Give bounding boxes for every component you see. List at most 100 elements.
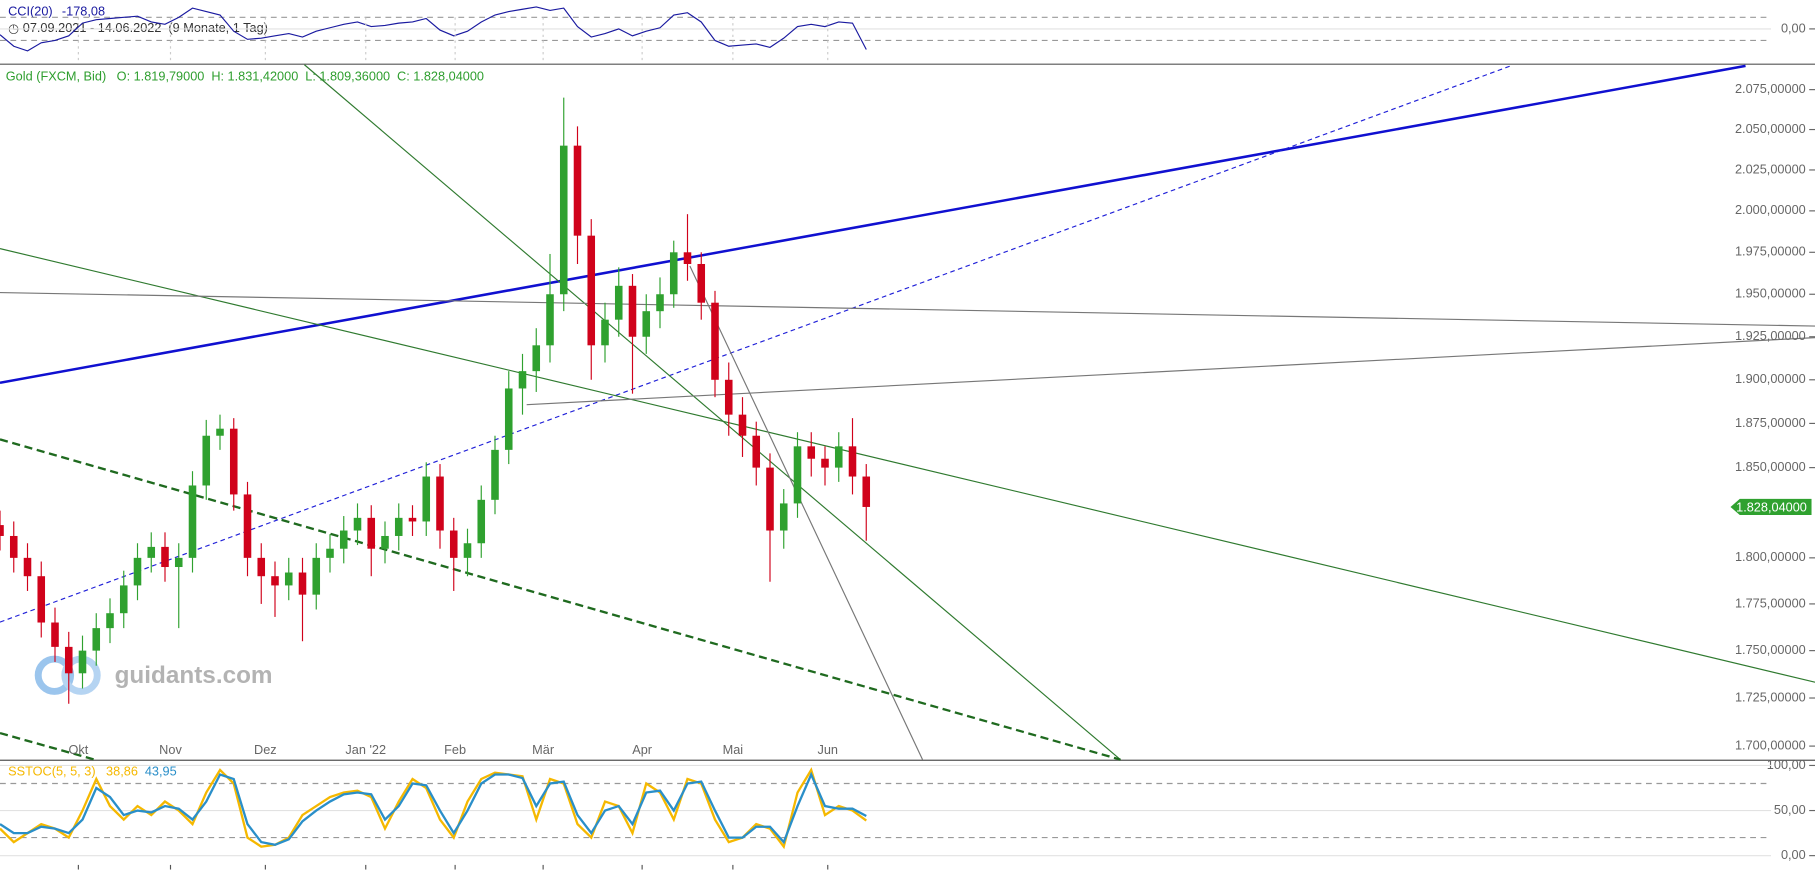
candle-body [642,311,651,337]
candle [711,290,719,398]
candle [601,302,609,363]
candle [0,510,4,551]
candle-body [64,646,73,674]
candle [367,505,376,577]
candle [326,534,334,573]
candle-body [821,458,829,468]
drawings [0,64,1815,761]
candle-body [326,548,334,558]
trend-line [0,438,1121,761]
ohlc-name: H: [211,69,224,84]
candle [807,432,816,477]
candle [188,471,197,573]
candle-body [477,499,486,544]
candle [642,294,651,354]
candle [573,126,582,264]
candle [106,598,114,644]
candle [161,532,169,582]
candle-body [257,557,266,577]
y-tick-label: 2.075,00000 [1735,81,1806,96]
candle-body [9,535,18,558]
candle [559,97,568,312]
y-tick-label: 1.800,00000 [1735,549,1806,564]
y-tick-label: 2.050,00000 [1735,121,1806,136]
candle-body [51,622,59,647]
candle [491,435,499,515]
indicator-value: -178,08 [62,4,105,19]
candle [628,274,637,394]
candle-body [339,530,348,549]
x-tick-label: Mär [532,742,555,757]
candle-body [436,476,444,531]
candle [766,453,774,582]
candle-body [119,585,128,614]
candle-body [106,613,114,629]
x-tick-label: Nov [159,742,182,757]
y-tick-label: 2.025,00000 [1735,161,1806,176]
y-tick-label: 100,00 [1767,757,1806,772]
candle [546,253,554,363]
price-header: Gold (FXCM, Bid) O: 1.819,79000 H: 1.831,42… [6,69,484,84]
candle [724,362,733,436]
y-tick-label: 1.725,00000 [1735,689,1806,704]
candle-body [711,302,719,380]
indicator-line [0,771,867,846]
candle [339,516,348,564]
candle [147,532,156,573]
candle [669,240,678,308]
candle [78,635,87,689]
candle [477,485,486,558]
range: 07.09.2021 - 14.06.2022 [23,20,162,35]
x-tick-label: Jan '22 [345,742,386,757]
candle-body [614,285,623,320]
candle-body [92,628,101,651]
y-tick-label: 0,00 [1781,20,1806,35]
indicator-name: SSTOC(5, 5, 3) [8,764,95,779]
candle-body [559,145,568,295]
candle [119,570,128,629]
candle [51,607,59,662]
candle-body [243,494,252,558]
candle [587,219,596,380]
candle-body [724,379,733,415]
candle-body [601,319,609,346]
candle-body [848,446,857,477]
candle-body [353,517,362,531]
y-tick-label: 50,00 [1774,802,1806,817]
candle [793,432,802,518]
candle-body [271,576,279,586]
candle [284,557,293,601]
ohlc-value: 1.828,04000 [413,69,484,84]
y-tick-label: 1.900,00000 [1735,371,1806,386]
candle [422,462,431,536]
candle [92,613,101,666]
candle-body [188,485,197,558]
candle-body [133,557,142,586]
candle-body [298,572,307,595]
candle-body [23,557,32,577]
candle [229,418,238,511]
candle [862,464,871,541]
trend-line [0,64,1746,384]
y-tick-label: 1.775,00000 [1735,595,1806,610]
candle [202,419,211,500]
y-tick-label: 1.750,00000 [1735,642,1806,657]
candle [683,214,692,281]
y-tick-label: 0,00 [1781,847,1806,862]
candle-body [284,572,293,586]
candle-body [738,414,747,436]
candle-body [422,476,431,522]
candle-body [216,428,224,436]
candle-body [202,435,211,486]
candle-body [752,435,761,468]
candle [518,353,527,415]
sstoc-header: SSTOC(5, 5, 3) 38,86 43,95 [8,764,177,779]
watermark-text: guidants.com [115,662,273,689]
candle [697,252,706,320]
candle [463,528,472,577]
candle [532,328,541,392]
instrument-name: Gold (FXCM, Bid) [6,69,106,84]
candle [656,277,664,329]
